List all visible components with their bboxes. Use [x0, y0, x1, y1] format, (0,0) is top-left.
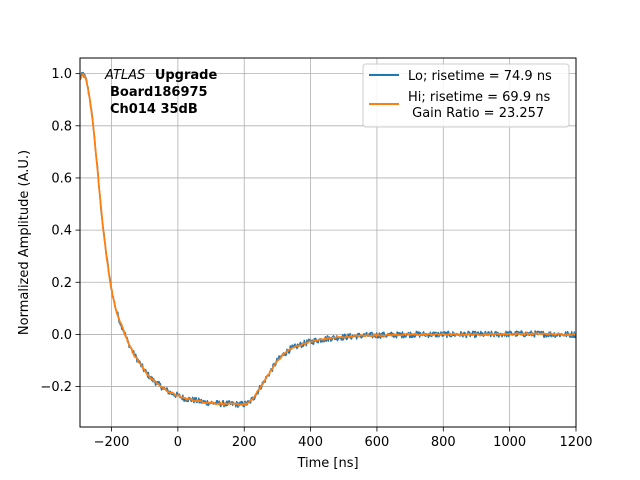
ticks: −200 0 200 400 600 800 1000 1200 −0.2 0.0 0.2 0.4 0.… [40, 67, 592, 450]
x-tick-label: 600 [365, 435, 390, 450]
legend: Lo; risetime = 74.9 ns Hi; risetime = 69… [362, 63, 570, 128]
legend-label-lo: Lo; risetime = 74.9 ns [408, 69, 552, 84]
y-tick-label: 0.2 [51, 276, 72, 291]
y-tick-label: −0.2 [40, 380, 72, 395]
x-tick-label: 0 [174, 435, 182, 450]
x-tick-label: 800 [431, 435, 456, 450]
series-layer [80, 71, 576, 409]
plot-frame [79, 57, 577, 428]
y-tick-label: 1.0 [51, 67, 72, 82]
annotation-upgrade: Upgrade [155, 68, 218, 83]
series-line-hi [80, 72, 576, 407]
x-tick-label: 400 [298, 435, 323, 450]
x-tick-label: 200 [232, 435, 257, 450]
annotation-board: Board186975 [110, 85, 208, 100]
annotation-channel: Ch014 35dB [110, 102, 198, 117]
y-tick-label: 0.4 [51, 224, 72, 239]
y-tick-label: 0.6 [51, 171, 72, 186]
y-tick-label: 0.0 [51, 328, 72, 343]
legend-box [362, 63, 570, 128]
annotation-atlas: ATLAS [104, 68, 145, 83]
y-axis-label: Normalized Amplitude (A.U.) [17, 150, 32, 335]
x-axis-label: Time [ns] [296, 456, 358, 471]
x-tick-label: −200 [94, 435, 130, 450]
x-tick-label: 1200 [559, 435, 592, 450]
svg-text:ATLAS Upgrade: ATLAS Upgrade [104, 68, 217, 83]
x-tick-label: 1000 [493, 435, 526, 450]
annotation: ATLAS Upgrade Board186975 Ch014 35dB [104, 68, 217, 117]
y-tick-label: 0.8 [51, 119, 72, 134]
legend-label-hi: Hi; risetime = 69.9 ns Gain Ratio = 23.2… [408, 90, 550, 121]
